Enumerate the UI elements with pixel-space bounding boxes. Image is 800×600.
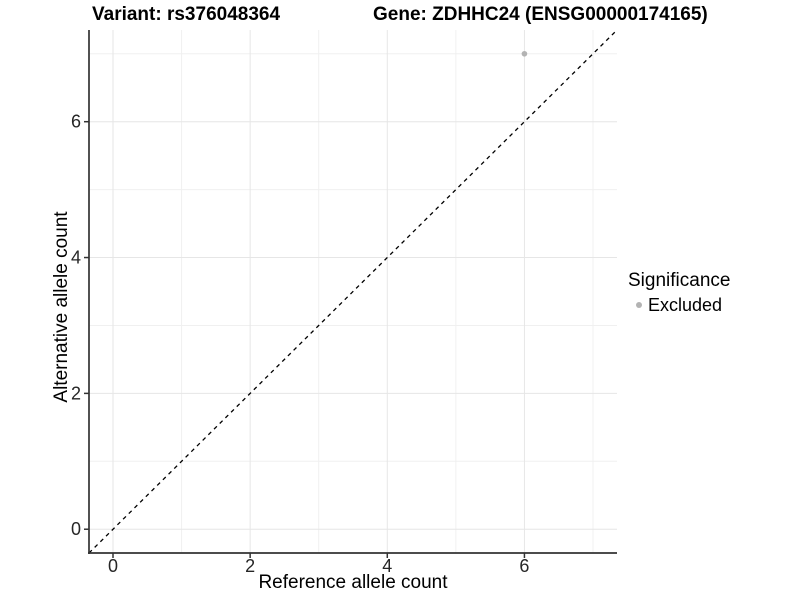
identity-dashed-line	[88, 29, 618, 554]
x-tick-label: 6	[519, 556, 529, 576]
legend-title: Significance	[628, 270, 731, 291]
x-tick-label: 0	[108, 556, 118, 576]
legend-marker-excluded-icon	[636, 302, 642, 308]
plot-title-gene: Gene: ZDHHC24 (ENSG00000174165)	[373, 4, 708, 25]
x-tick-label: 2	[245, 556, 255, 576]
legend-entry-label: Excluded	[648, 294, 723, 315]
y-tick-label: 4	[71, 248, 81, 268]
x-tick-label: 4	[382, 556, 392, 576]
y-axis-title: Alternative allele count	[51, 211, 72, 403]
y-tick-label: 0	[71, 519, 81, 539]
legend-entry-excluded: Excluded	[628, 295, 730, 315]
plot-title-variant: Variant: rs376048364	[92, 4, 281, 25]
y-tick-label: 6	[71, 112, 81, 132]
y-tick-label: 2	[71, 383, 81, 403]
data-point	[521, 50, 528, 57]
legend: Significance Excluded	[628, 270, 730, 315]
x-axis-title: Reference allele count	[258, 572, 448, 593]
